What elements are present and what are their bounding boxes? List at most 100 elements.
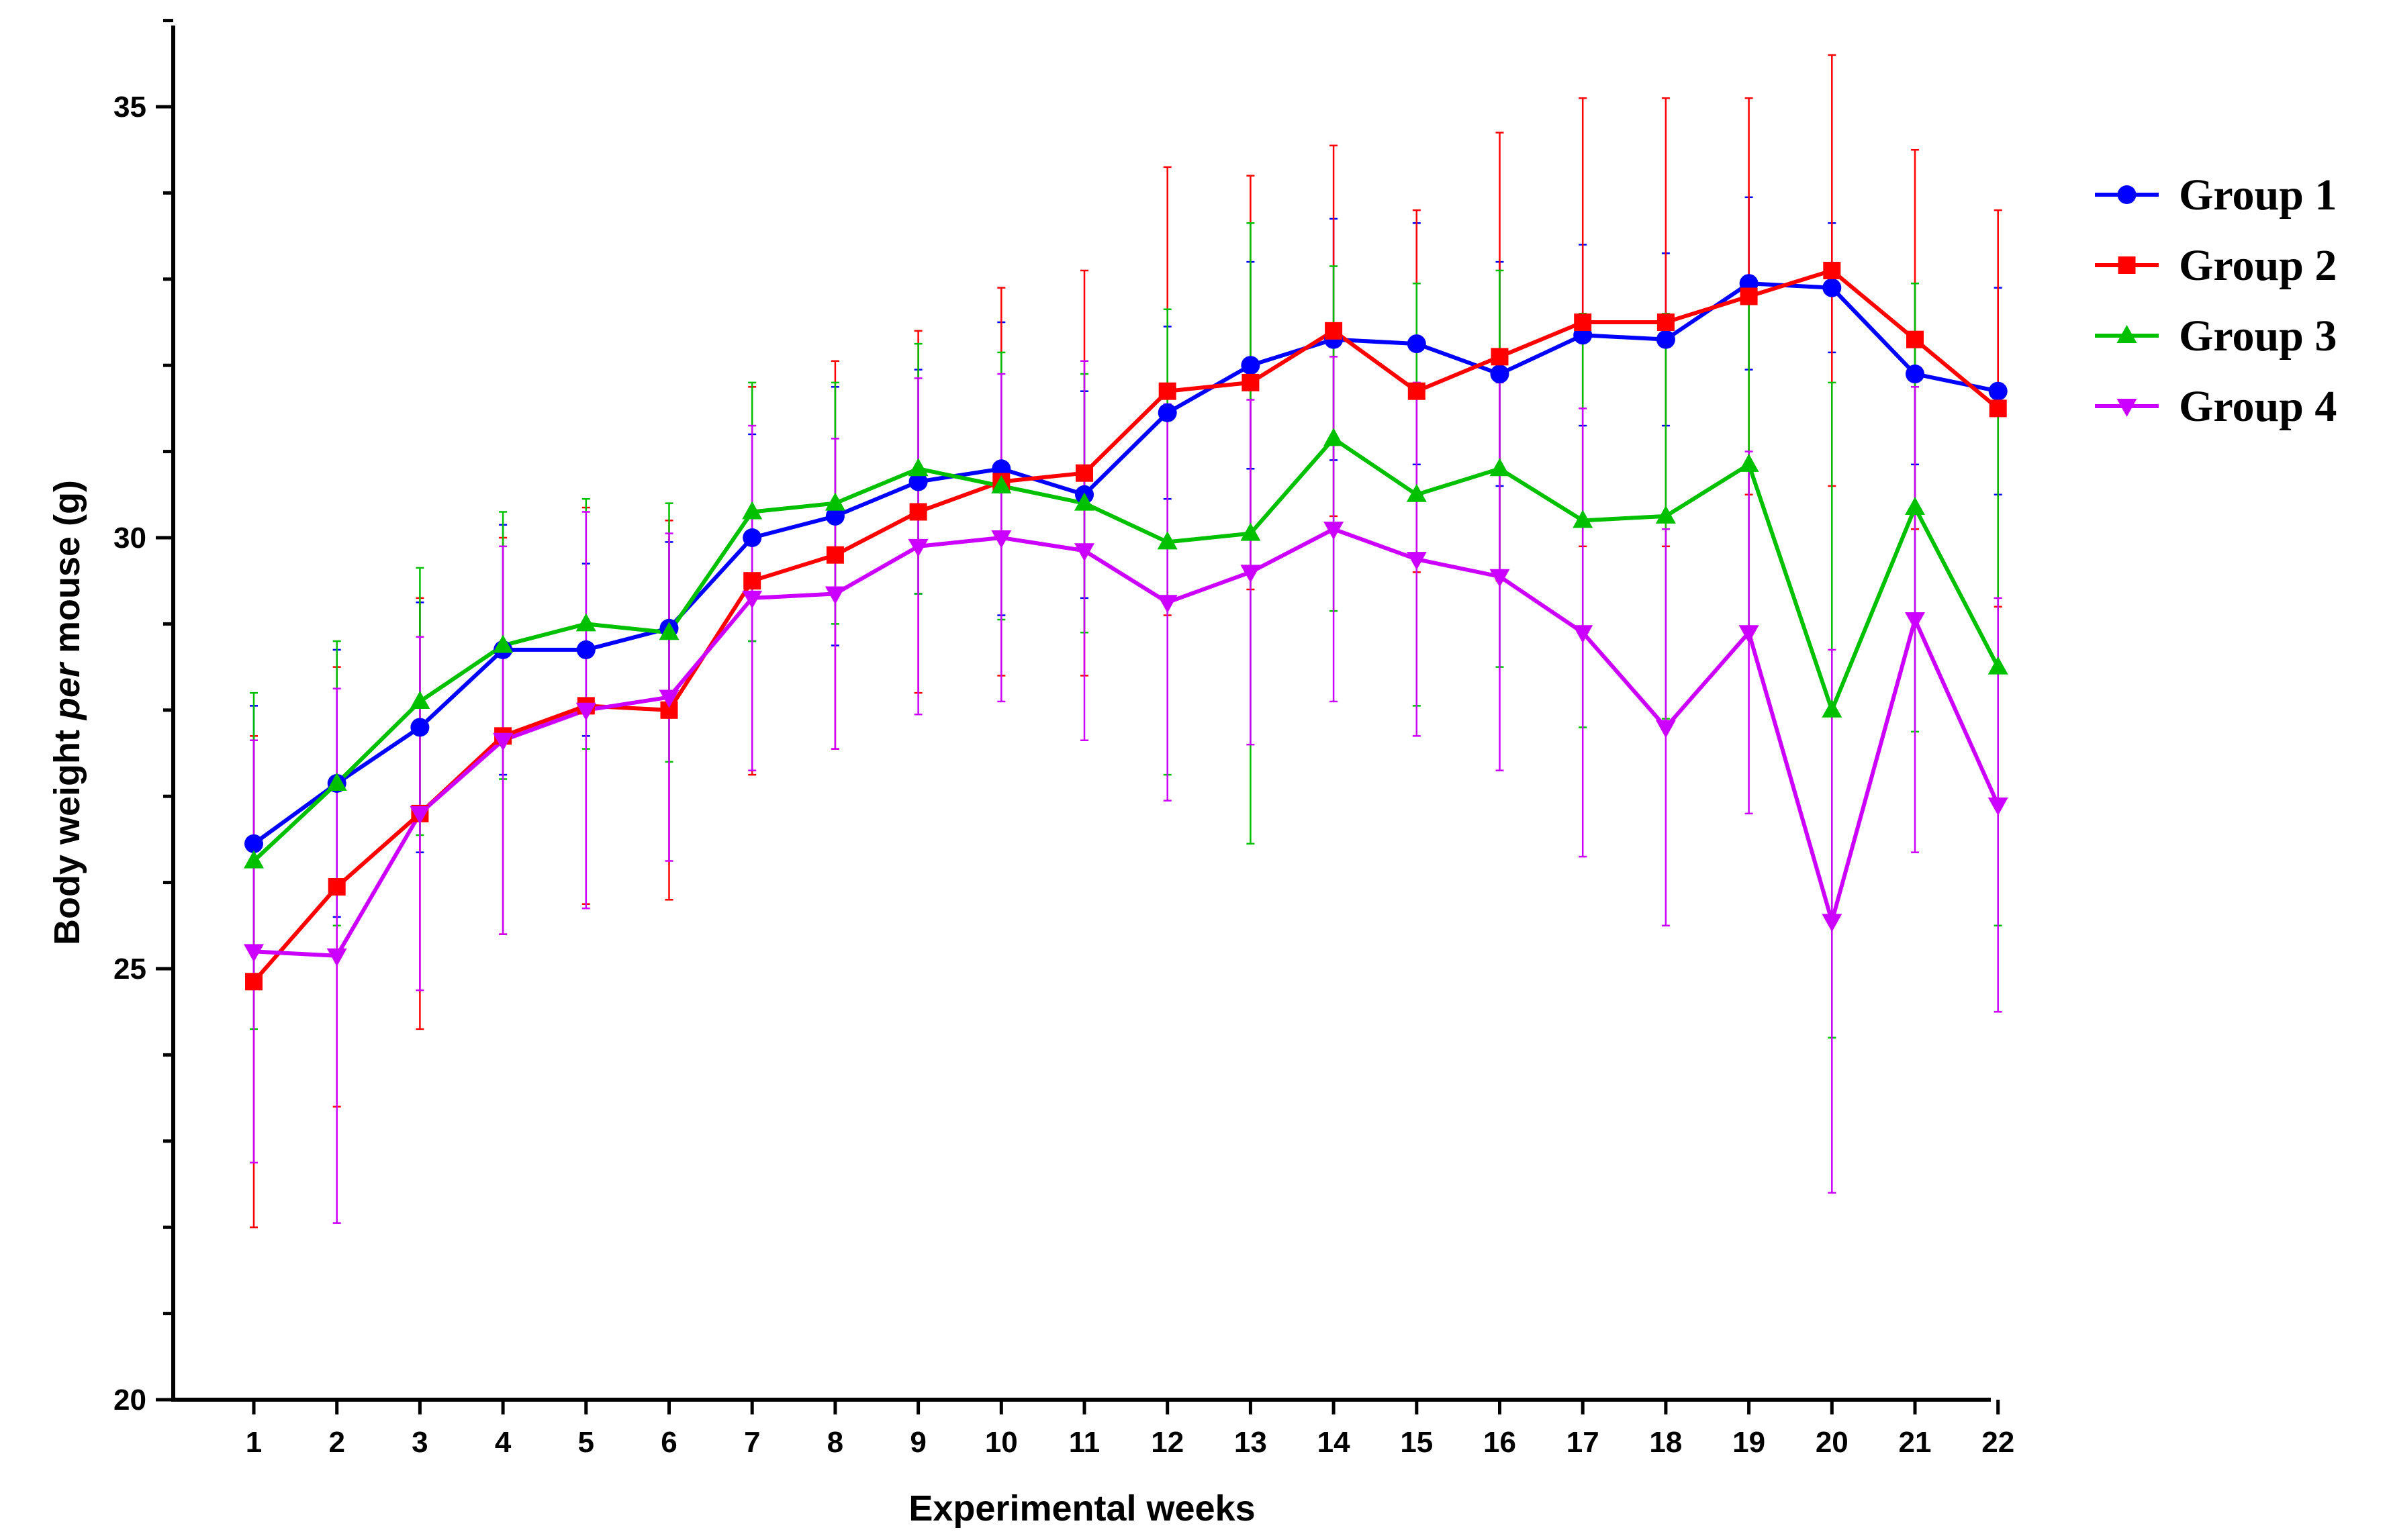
group-3-point (1822, 699, 1842, 718)
group-2-point (743, 572, 761, 590)
group-2-point (1325, 322, 1343, 340)
x-tick-label: 11 (1069, 1426, 1101, 1459)
group-1-point (1241, 356, 1260, 375)
x-tick-label: 3 (412, 1426, 428, 1459)
group-4-point (1822, 914, 1842, 932)
legend-item-group-4: Group 4 (2095, 382, 2337, 431)
group-4-point (1157, 595, 1178, 614)
series-lines (252, 268, 2000, 983)
legend-label-group-4: Group 4 (2179, 382, 2337, 431)
group-4-point (493, 732, 514, 751)
y-axis-title: Body weight per mouse (g) (47, 480, 87, 945)
group-3-point (410, 690, 430, 709)
group-3-point (742, 501, 763, 520)
x-tick-label: 18 (1649, 1426, 1682, 1459)
legend-label-group-1: Group 1 (2179, 171, 2337, 220)
group-4-point (575, 702, 596, 721)
group-2-point (1158, 382, 1176, 400)
group-1-point (908, 472, 928, 491)
group-1-point (743, 528, 762, 547)
group-1-point (1988, 381, 2008, 401)
group-2-point (1242, 373, 1260, 391)
group-4-point (410, 806, 430, 824)
x-tick-label: 2 (328, 1426, 344, 1459)
group-4-point (991, 530, 1012, 548)
x-tick-label: 17 (1566, 1426, 1599, 1459)
group-3-point (1074, 492, 1094, 511)
group-4-point (1406, 552, 1427, 571)
legend: Group 1 Group 2 Group 3 Group 4 (2095, 171, 2337, 431)
group-1-point (1490, 365, 1509, 384)
group-3-point (659, 622, 680, 640)
x-tick-label: 5 (578, 1426, 594, 1459)
group-3-point (1905, 497, 1925, 516)
group-1-point (410, 718, 430, 737)
legend-marker-group-4 (2116, 399, 2137, 417)
x-tick-label: 16 (1483, 1426, 1516, 1459)
group-3-point (991, 475, 1012, 493)
group-4-point (1987, 798, 2008, 816)
group-4-point (908, 538, 929, 557)
x-tick-label: 8 (827, 1426, 843, 1459)
group-4-point (1573, 625, 1593, 644)
x-tick-label: 21 (1899, 1426, 1932, 1459)
group-2-point (1989, 399, 2007, 418)
legend-label-group-3: Group 3 (2179, 311, 2337, 360)
x-tick-label: 19 (1732, 1426, 1765, 1459)
group-4-point (1655, 720, 1676, 738)
group-2-point (1574, 314, 1592, 331)
group-2-point (826, 546, 844, 564)
x-tick-label: 22 (1981, 1426, 2014, 1459)
group-2-line (252, 268, 2000, 983)
group-1-point (1158, 403, 1177, 422)
y-tick-label: 25 (113, 953, 146, 985)
group-3-point (1157, 531, 1178, 550)
group-4-point (1240, 565, 1261, 583)
group-4-point (244, 944, 264, 963)
y-ticks: 20 25 30 35 (113, 19, 173, 1416)
legend-item-group-1: Group 1 (2095, 171, 2337, 220)
group-2-point (1076, 464, 1093, 482)
x-tick-label: 9 (910, 1426, 926, 1459)
group-3-point (1738, 453, 1759, 472)
group-2-point (1407, 382, 1425, 400)
x-tick-label: 6 (661, 1426, 677, 1459)
group-3-point (326, 772, 347, 791)
group-1-point (576, 640, 596, 659)
group-4-point (825, 586, 845, 605)
x-tick-label: 4 (495, 1426, 512, 1459)
legend-item-group-3: Group 3 (2095, 311, 2337, 360)
group-2-point (1906, 330, 1924, 348)
group-1-point (1407, 334, 1426, 354)
group-3-point (1489, 458, 1510, 477)
x-tick-label: 20 (1816, 1426, 1848, 1459)
group-2-point (1740, 287, 1758, 305)
group-1-line (252, 281, 1999, 846)
y-axis-title-part-1: Body weight (47, 720, 87, 945)
group-2-point (1656, 314, 1675, 331)
y-tick-label: 35 (113, 91, 146, 124)
group-3-point (493, 634, 514, 653)
y-tick-label: 30 (113, 522, 146, 555)
group-3-point (1655, 505, 1676, 524)
group-3-point (1323, 428, 1344, 446)
x-tick-label: 14 (1317, 1426, 1350, 1459)
group-4-line (253, 527, 2000, 958)
markers (244, 261, 2008, 991)
group-3-point (825, 492, 845, 511)
group-1-point (1656, 330, 1675, 349)
group-3-point (1987, 656, 2008, 675)
x-tick-label: 10 (985, 1426, 1018, 1459)
legend-marker-group-2 (2118, 256, 2136, 274)
group-3-line (252, 436, 2000, 863)
x-axis-title: Experimental weeks (908, 1488, 1255, 1529)
x-tick-label: 13 (1234, 1426, 1267, 1459)
group-3-point (1406, 483, 1427, 502)
group-2-point (909, 503, 927, 521)
x-tick-label: 12 (1151, 1426, 1184, 1459)
group-2-point (1491, 348, 1509, 366)
x-tick-label: 1 (246, 1426, 262, 1459)
group-2-point (245, 973, 263, 991)
y-axis-title-italic: per (47, 661, 87, 721)
